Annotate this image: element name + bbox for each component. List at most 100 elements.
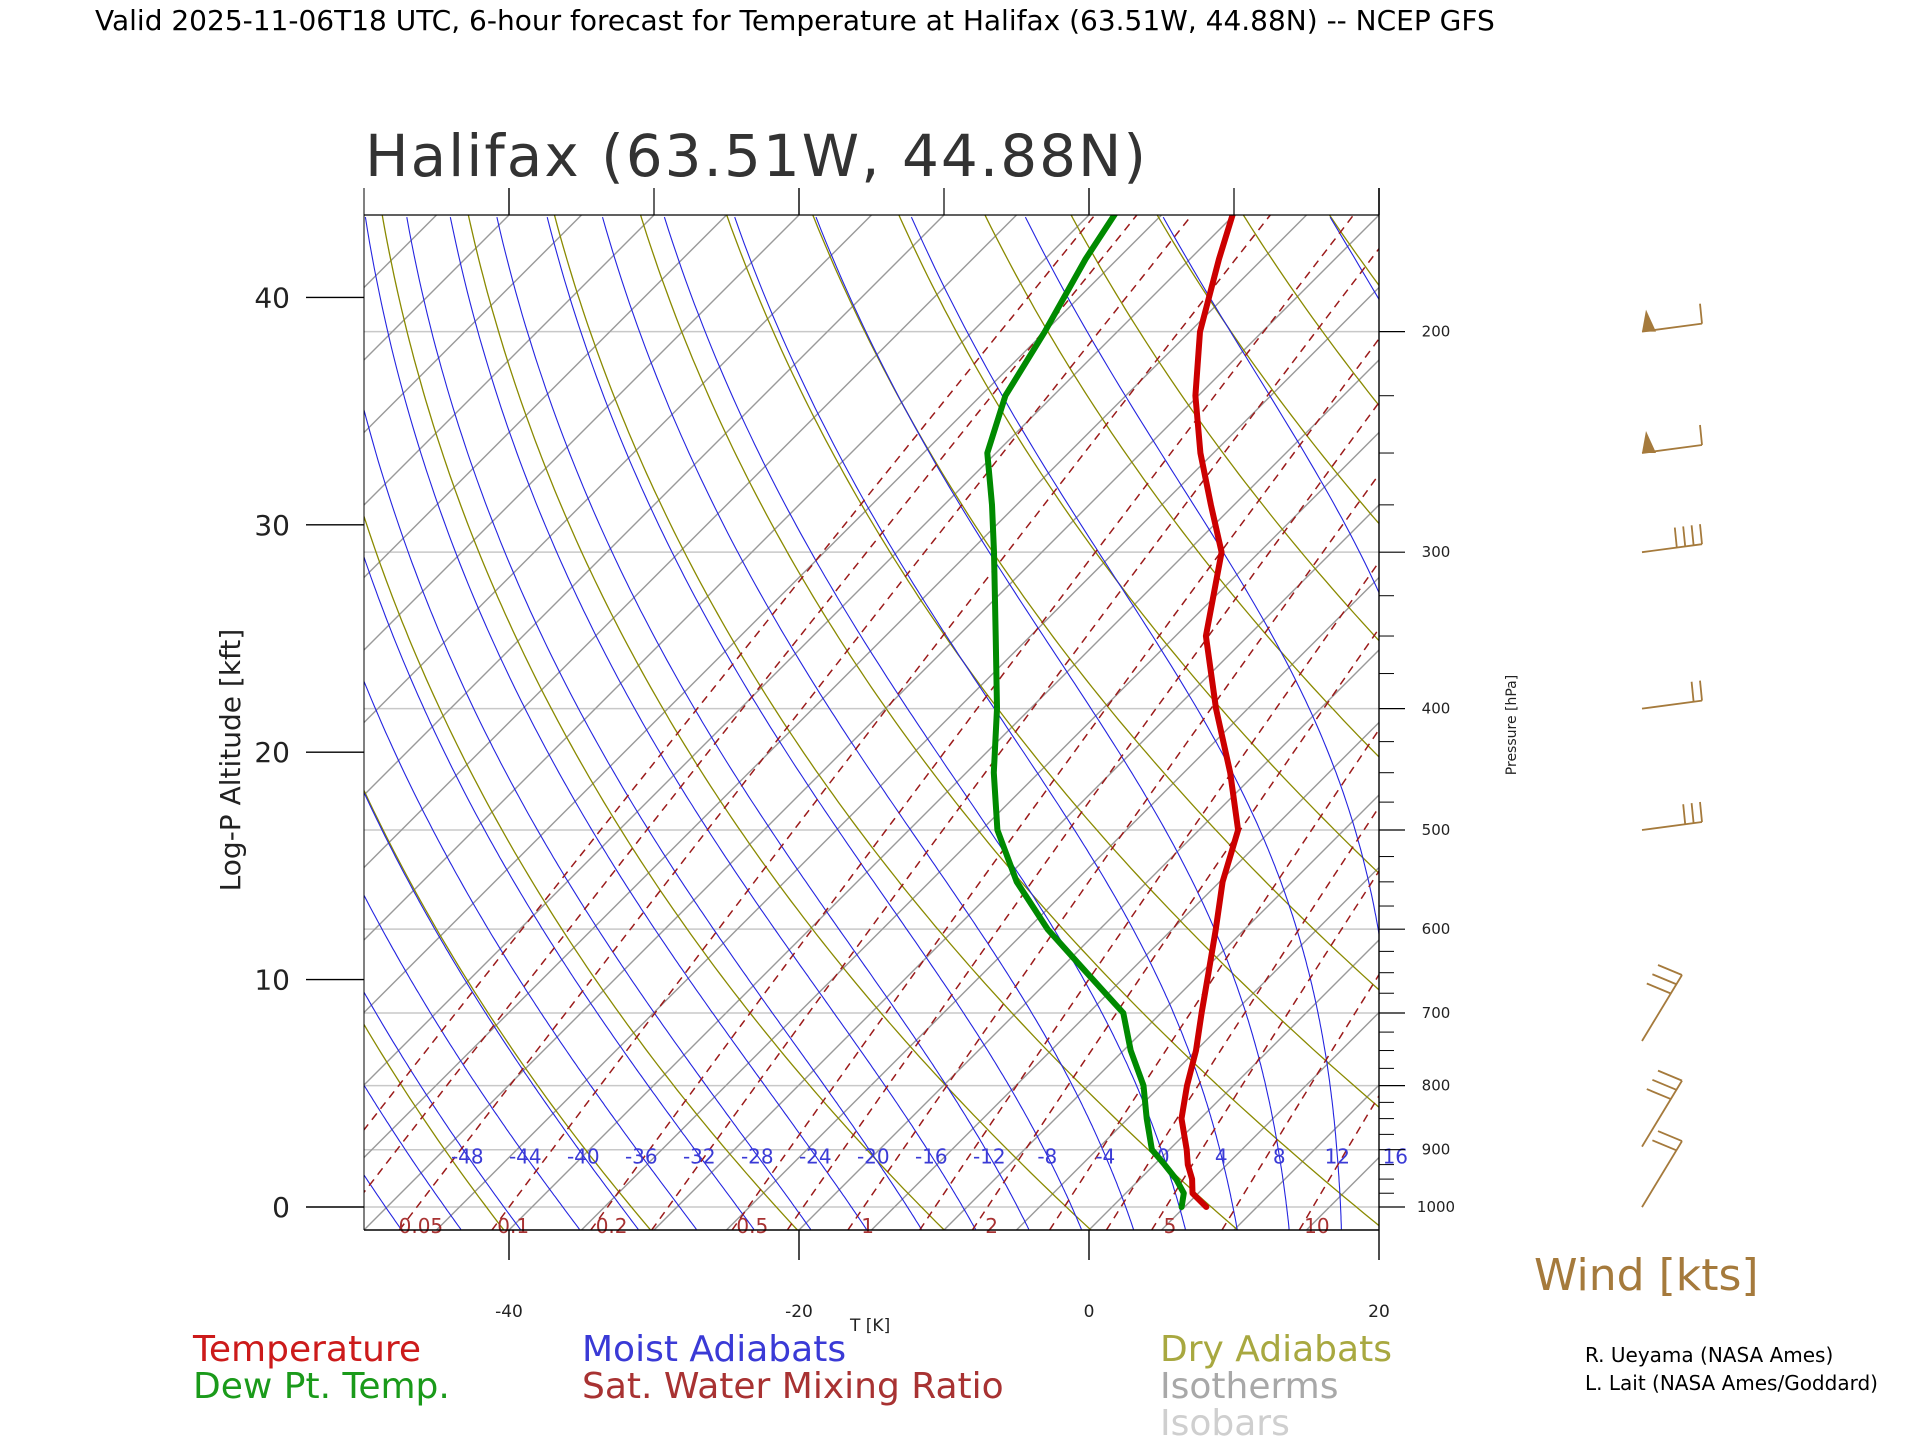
dry-adiabat-line	[0, 211, 64, 1230]
isotherm-lines	[0, 215, 1920, 1230]
temperature-line	[1178, 215, 1242, 1210]
moist-adiabat-lines	[364, 216, 1379, 1230]
dry-adiabat-line	[1070, 215, 1379, 642]
wind-barbs	[1641, 303, 1703, 1208]
legend: Temperature Dew Pt. Temp. Moist Adiabats…	[192, 1329, 1392, 1440]
x-tick-label: 20	[1368, 1302, 1390, 1322]
legend-dry-adiabats: Dry Adiabats	[1160, 1329, 1392, 1370]
dry-adiabat-line	[38, 211, 357, 1230]
dry-adiabat-line	[1242, 215, 1379, 407]
pressure-axis-label: Pressure [hPa]	[1504, 675, 1520, 775]
dry-adiabat-line	[553, 215, 1239, 1230]
mixing-ratio-label: 5	[1164, 1214, 1177, 1238]
mixing-ratio-line	[786, 401, 1379, 1230]
dewpoint-line	[984, 215, 1187, 1210]
dry-adiabat-line	[467, 215, 1092, 1230]
dry-adiabat-line	[1584, 211, 1920, 1230]
pressure-tick-label: 1000	[1417, 1198, 1455, 1216]
moist-adiabat-line	[546, 216, 1082, 1230]
mixing-ratio-line	[1555, 211, 1920, 1230]
mixing-ratio-label: 0.1	[497, 1214, 529, 1238]
y-tick-label: 10	[254, 964, 290, 997]
isotherm-line	[364, 215, 945, 796]
isotherm-line	[0, 215, 292, 1230]
legend-isobars: Isobars	[1160, 1403, 1290, 1440]
moist-adiabat-label: -20	[857, 1145, 890, 1169]
moist-adiabat-line	[663, 216, 1186, 1230]
dry-adiabat-line	[1156, 215, 1379, 525]
station-title: Halifax (63.51W, 44.88N)	[365, 122, 1148, 190]
moist-adiabat-line	[734, 216, 1238, 1230]
isotherm-line	[1161, 1011, 1379, 1230]
dry-adiabat-line	[1328, 215, 1379, 287]
pressure-tick-label: 900	[1422, 1141, 1451, 1159]
moist-adiabat-label: -12	[973, 1145, 1006, 1169]
credit-2: L. Lait (NASA Ames/Goddard)	[1585, 1371, 1878, 1395]
pressure-tick-label: 800	[1422, 1077, 1451, 1095]
isotherm-line	[1016, 866, 1379, 1230]
moist-adiabat-line	[496, 216, 1030, 1230]
mixing-ratio-label: 10	[1304, 1214, 1329, 1238]
y-tick-label: 40	[254, 281, 290, 314]
mixing-ratio-line	[1048, 728, 1379, 1230]
mixing-ratio-line	[919, 560, 1379, 1230]
axes: -40 -20 0 200102030401000900800700600500400…	[254, 188, 1455, 1322]
mixing-ratio-line	[398, 215, 1193, 1230]
mixing-ratio-lines	[364, 211, 1920, 1230]
x-tick-label: -40	[495, 1302, 523, 1322]
moist-adiabat-line	[364, 217, 867, 1230]
wind-barb	[1641, 964, 1683, 1042]
moist-adiabat-label: -28	[741, 1145, 774, 1169]
dry-adiabat-line	[639, 215, 1379, 1227]
x-tick-label: 0	[1084, 1302, 1095, 1322]
moist-adiabat-label: -36	[625, 1145, 658, 1169]
moist-adiabat-label: -4	[1095, 1145, 1115, 1169]
isotherm-line	[1524, 215, 1920, 1230]
dry-adiabat-line	[1842, 211, 1920, 1230]
x-axis-label: T [K]	[849, 1316, 890, 1336]
isotherm-line	[0, 215, 74, 1230]
isotherm-line	[798, 649, 1379, 1230]
profile-lines	[984, 215, 1242, 1210]
pressure-tick-label: 600	[1422, 920, 1451, 938]
moist-adiabat-label: 12	[1325, 1145, 1350, 1169]
mixing-ratio-line	[1151, 869, 1379, 1230]
pressure-tick-label: 300	[1422, 543, 1451, 561]
moist-adiabat-label: -16	[915, 1145, 948, 1169]
pressure-tick-label: 700	[1422, 1004, 1451, 1022]
mixing-ratio-line	[1391, 211, 1920, 1230]
isotherm-line	[1306, 1156, 1379, 1230]
isotherm-line	[1452, 215, 1920, 1230]
moist-adiabat-line	[364, 894, 580, 1230]
y-tick-label: 30	[254, 509, 290, 542]
isotherm-line	[364, 215, 1090, 941]
isotherm-line	[871, 721, 1379, 1230]
moist-adiabat-line	[364, 791, 639, 1230]
dry-adiabat-line	[1498, 211, 1920, 1230]
moist-adiabat-line	[364, 555, 755, 1230]
mixing-ratio-line	[847, 473, 1379, 1230]
isotherm-line	[364, 215, 365, 216]
moist-adiabat-label: -40	[567, 1145, 600, 1169]
isotherm-line	[581, 431, 1379, 1230]
isotherm-line	[364, 215, 510, 361]
moist-adiabat-label: -32	[683, 1145, 716, 1169]
isotherm-line	[1233, 1084, 1379, 1230]
mixing-ratio-line	[590, 215, 1355, 1230]
legend-isotherms: Isotherms	[1160, 1366, 1338, 1407]
pressure-tick-label: 500	[1422, 821, 1451, 839]
pressure-tick-label: 400	[1422, 700, 1451, 718]
legend-temperature: Temperature	[192, 1329, 421, 1370]
mixing-ratio-line	[364, 215, 1096, 1132]
isotherm-line	[364, 215, 655, 506]
isotherm-line	[364, 215, 872, 724]
moist-adiabat-label: -24	[799, 1145, 832, 1169]
isotherm-line	[508, 359, 1379, 1230]
isotherm-line	[364, 215, 1162, 1014]
mixing-ratio-line	[651, 247, 1379, 1230]
moist-adiabat-label: -48	[451, 1145, 484, 1169]
dry-adiabat-line	[1756, 211, 1920, 1230]
isotherm-line	[943, 794, 1379, 1230]
moist-adiabat-line	[449, 216, 977, 1230]
moist-adiabat-line	[406, 217, 922, 1230]
